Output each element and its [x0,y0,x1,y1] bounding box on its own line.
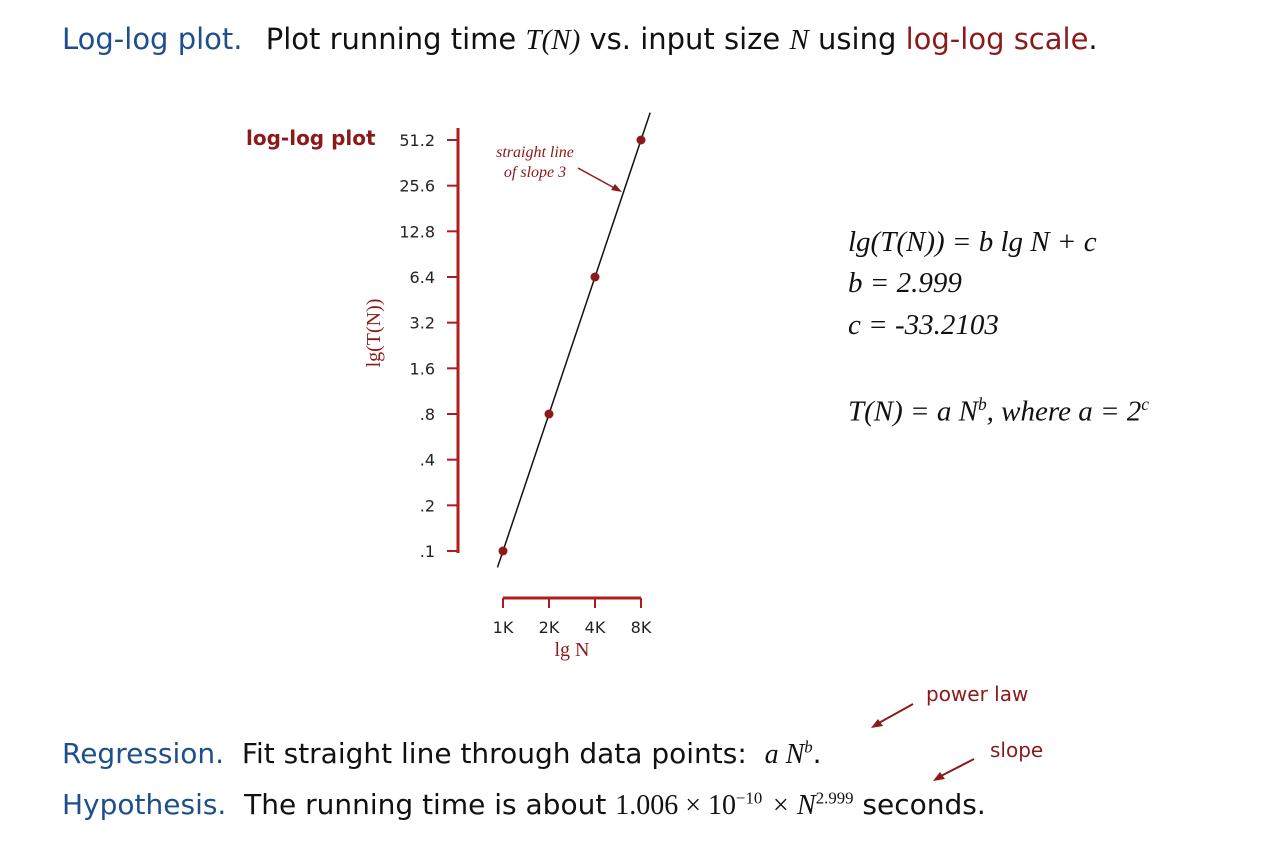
slope-arrow [933,758,975,781]
chart-title: log-log plot [246,126,376,150]
fit-line [496,112,651,568]
y-tick-label: 1.6 [410,359,435,378]
hypothesis-line: Hypothesis. The running time is about 1.… [62,788,986,822]
data-points [498,135,646,556]
slope-annotation-line2: of slope 3 [504,164,566,181]
y-tick-label: 12.8 [399,222,435,241]
y-axis-label: lg(T(N)) [363,299,385,368]
x-tick-label: 1K [493,618,514,637]
slope-annotation: slope [990,738,1044,762]
power-law-annotation: power law [926,682,1029,706]
equation-power-law-tail: , where a = 2 [986,395,1142,428]
regression-formula-exp: b [804,737,813,757]
equation-power-law-main: T(N) = a N [848,395,978,428]
headline-term: Log-log plot. [62,22,243,56]
y-tick-label: .1 [420,542,435,561]
y-tick-label: .8 [420,405,435,424]
hypothesis-n-exp: 2.999 [815,788,854,808]
y-tick-label: 3.2 [410,314,435,333]
y-tick-label: .2 [420,496,435,515]
hypothesis-coef: 1.006 × 10 [615,790,736,821]
y-tick-label: 51.2 [399,131,435,150]
data-point [544,409,554,419]
equation-c: c = -33.2103 [848,309,999,341]
headline-period: . [1088,22,1098,56]
hypothesis-coef-exp: −10 [736,788,763,808]
x-tick-label: 2K [539,618,560,637]
x-axis-label: lg N [555,639,590,661]
headline-tn: T(N) [525,24,581,56]
x-tick-label: 8K [631,618,652,637]
regression-term: Regression. [62,737,225,770]
hypothesis-term: Hypothesis. [62,788,227,821]
power-law-arrow [871,703,914,728]
equation-power-law-exp: b [977,394,987,414]
slope-annotation-arrow [577,167,619,191]
y-tick-label: .4 [420,451,435,470]
regression-text: Fit straight line through data points: [241,737,747,770]
equation-loglog-text: lg(T(N)) = b lg N + c [848,226,1097,258]
hypothesis-times-n: × N [771,790,816,821]
x-tick-label: 4K [585,618,606,637]
headline-text: Plot running time [265,22,517,56]
equation-power-law: T(N) = a Nb, where a = 2c [848,394,1149,429]
y-tick-label: 6.4 [410,268,435,287]
data-point [498,546,508,556]
data-point [636,135,646,145]
headline-using: using [818,22,897,56]
y-tick-label: 25.6 [399,177,435,196]
y-ticks: .1 .2 .4 .8 1.6 3.2 6.4 12.8 25.6 51.2 [399,131,458,561]
hypothesis-text: The running time is about [244,788,607,821]
hypothesis-unit: seconds. [862,788,986,821]
equation-loglog: lg(T(N)) = b lg N + c [848,226,1097,259]
regression-period: . [812,737,822,770]
headline-n: N [789,24,809,56]
data-point [590,272,600,282]
headline-scale: log-log scale [905,22,1089,56]
equation-b: b = 2.999 [848,267,962,299]
x-ticks: 1K 2K 4K 8K [493,598,652,637]
regression-formula: a N [764,739,805,770]
slope-annotation-arrowhead [611,184,622,192]
slope-annotation-line1: straight line [496,144,574,161]
headline: Log-log plot. Plot running time T(N) vs.… [62,22,1098,57]
headline-vs: vs. input size [589,22,781,56]
equation-power-law-tail-exp: c [1141,394,1150,414]
regression-line: Regression. Fit straight line through da… [62,737,822,771]
